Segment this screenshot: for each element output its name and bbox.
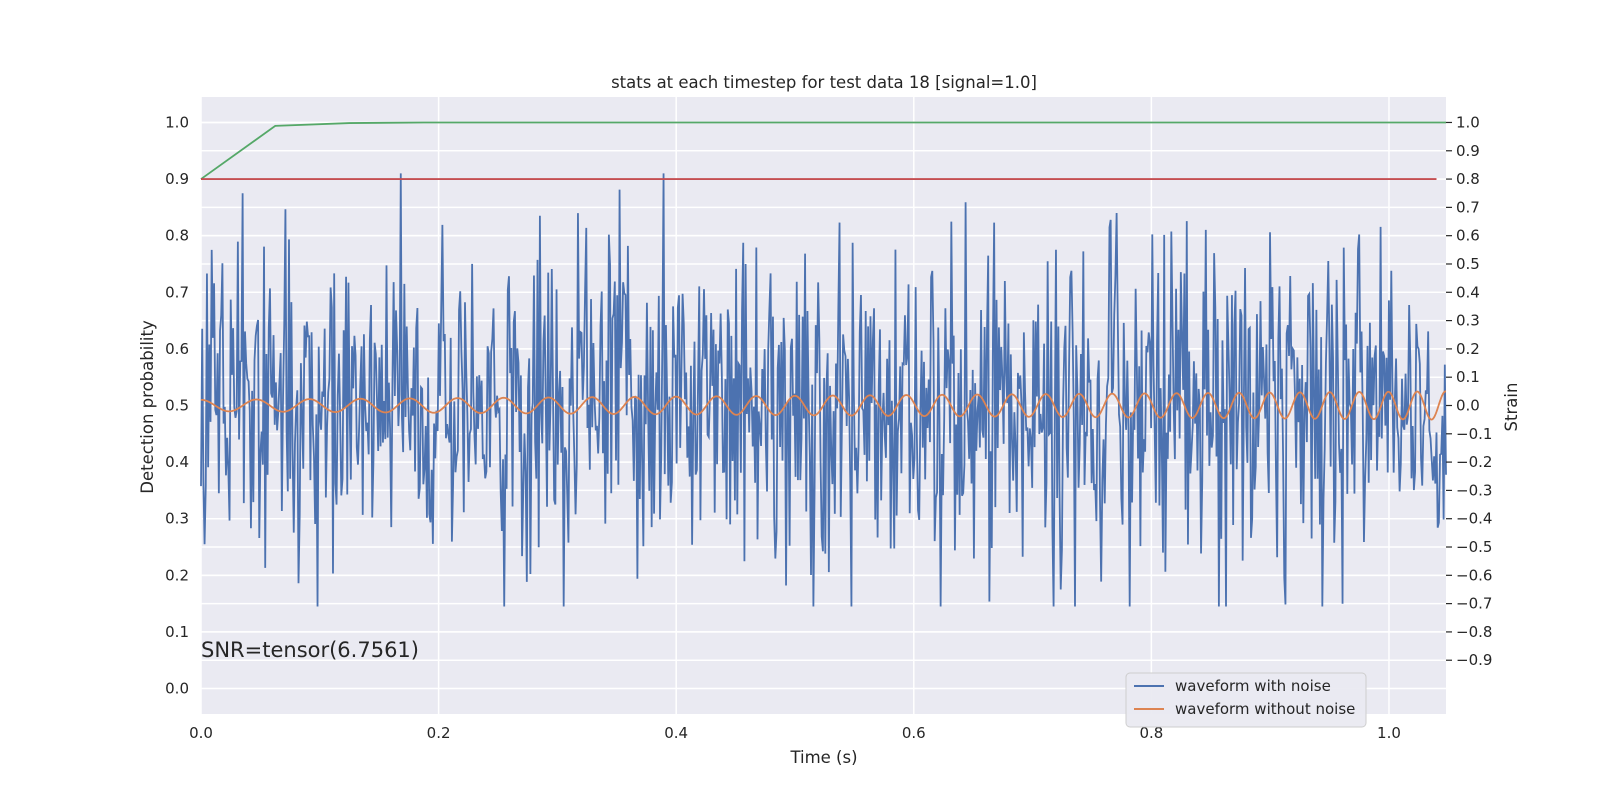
y-left-tick-label: 1.0 <box>165 113 189 131</box>
y-right-tick-label: −0.6 <box>1456 566 1492 584</box>
legend-label-clean: waveform without noise <box>1175 700 1355 718</box>
y-right-tick-label: 0.3 <box>1456 312 1480 330</box>
y-left-tick-label: 0.2 <box>165 566 189 584</box>
x-tick-label: 1.0 <box>1377 724 1401 742</box>
series-layer <box>200 121 1447 607</box>
y-right-tick-label: 0.5 <box>1456 255 1480 273</box>
y-left-tick-label: 0.5 <box>165 397 189 415</box>
snr-annotation: SNR=tensor(6.7561) <box>201 638 419 662</box>
series-waveform-without-noise <box>200 390 1447 421</box>
y-right-tick-label: −0.1 <box>1456 425 1492 443</box>
y-right-tick-label: 0.7 <box>1456 198 1480 216</box>
x-tick-label: 0.0 <box>189 724 213 742</box>
series-waveform-with-noise <box>200 173 1447 607</box>
y-left-tick-label: 0.1 <box>165 623 189 641</box>
ticks: 0.0 0.2 0.4 0.6 0.8 1.0 0.0 0.1 0.2 0.3 0.4 0.5 0.6 0… <box>165 113 1492 742</box>
y-right-tick-label: −0.9 <box>1456 651 1492 669</box>
y-right-tick-label: 0.4 <box>1456 283 1480 301</box>
y-right-tick-label: 0.2 <box>1456 340 1480 358</box>
y-right-tick-label: −0.2 <box>1456 453 1492 471</box>
y-right-tick-label: −0.5 <box>1456 538 1492 556</box>
y-left-tick-label: 0.7 <box>165 283 189 301</box>
y-left-tick-label: 0.4 <box>165 453 189 471</box>
y-left-tick-label: 0.8 <box>165 227 189 245</box>
x-tick-label: 0.4 <box>664 724 688 742</box>
legend-label-noise: waveform with noise <box>1175 677 1331 695</box>
chart-title: stats at each timestep for test data 18 … <box>611 73 1037 92</box>
y-left-tick-label: 0.9 <box>165 170 189 188</box>
series-detection-probability <box>200 121 1446 180</box>
y-right-tick-label: 1.0 <box>1456 113 1480 131</box>
y-left-tick-label: 0.3 <box>165 510 189 528</box>
legend: waveform with noise waveform without noi… <box>1125 672 1367 728</box>
y-right-tick-label: −0.7 <box>1456 595 1492 613</box>
y-right-tick-label: −0.4 <box>1456 510 1492 528</box>
y-right-tick-label: 0.1 <box>1456 368 1480 386</box>
y-right-tick-label: 0.8 <box>1456 170 1480 188</box>
y-axis-label-right: Strain <box>1502 383 1521 432</box>
y-right-tick-label: 0.6 <box>1456 227 1480 245</box>
y-right-tick-label: −0.8 <box>1456 623 1492 641</box>
x-tick-label: 0.6 <box>902 724 926 742</box>
y-right-tick-label: 0.9 <box>1456 142 1480 160</box>
x-tick-label: 0.2 <box>427 724 451 742</box>
y-right-tick-label: 0.0 <box>1456 397 1480 415</box>
legend-box <box>1125 672 1367 728</box>
x-axis-label: Time (s) <box>789 748 857 767</box>
y-left-tick-label: 0.0 <box>165 680 189 698</box>
y-axis-label-left: Detection probability <box>138 320 157 494</box>
x-tick-label: 0.8 <box>1139 724 1163 742</box>
y-right-tick-label: −0.3 <box>1456 481 1492 499</box>
y-left-tick-label: 0.6 <box>165 340 189 358</box>
